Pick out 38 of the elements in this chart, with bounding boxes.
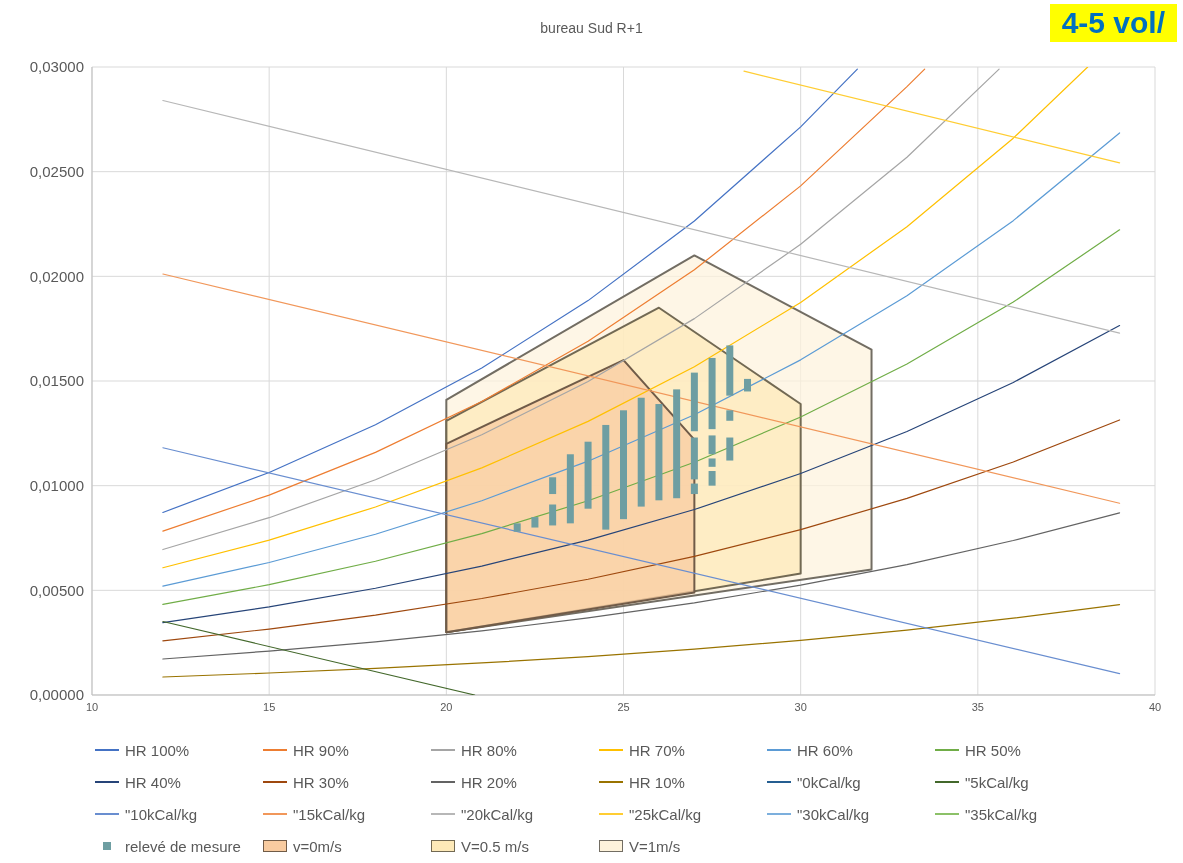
legend-label: HR 70% xyxy=(629,741,685,759)
legend-label: "5kCal/kg xyxy=(965,773,1029,791)
x-tick-label: 10 xyxy=(85,700,99,713)
legend-label: HR 40% xyxy=(125,773,181,791)
legend-label: "0kCal/kg xyxy=(797,773,861,791)
x-tick-label: 30 xyxy=(794,700,807,713)
x-tick-label: 20 xyxy=(440,700,453,713)
legend-label: HR 100% xyxy=(125,741,190,759)
y-tick-label: 0,01000 xyxy=(29,476,84,494)
legend-label: HR 60% xyxy=(797,741,853,759)
x-tick-label: 15 xyxy=(263,700,276,713)
legend-label: HR 80% xyxy=(461,741,517,759)
legend-label: HR 30% xyxy=(293,773,349,791)
x-tick-label: 25 xyxy=(617,700,630,713)
legend-label: "10kCal/kg xyxy=(125,805,198,823)
y-tick-label: 0,02000 xyxy=(29,267,84,285)
legend-label: "30kCal/kg xyxy=(797,805,870,823)
x-tick-label: 40 xyxy=(1148,700,1162,713)
chart-title: bureau Sud R+1 xyxy=(540,20,643,36)
legend-label: "15kCal/kg xyxy=(293,805,366,823)
legend-label: v=0m/s xyxy=(293,837,342,855)
y-tick-label: 0,00000 xyxy=(29,686,84,704)
y-tick-label: 0,00500 xyxy=(29,581,84,599)
legend-label: V=0.5 m/s xyxy=(461,837,529,855)
x-tick-label: 35 xyxy=(971,700,984,713)
y-tick-label: 0,03000 xyxy=(29,58,84,76)
legend-label: V=1m/s xyxy=(629,837,681,855)
y-tick-label: 0,02500 xyxy=(29,162,84,180)
text: 4-5 vol/ xyxy=(1049,4,1177,42)
y-tick-label: 0,01500 xyxy=(29,372,84,390)
legend-label: "20kCal/kg xyxy=(461,805,534,823)
legend-label: HR 50% xyxy=(965,741,1021,759)
legend-label: HR 10% xyxy=(629,773,685,791)
legend-label: HR 20% xyxy=(461,773,517,791)
legend-label: relevé de mesure xyxy=(125,837,241,855)
legend-label: "25kCal/kg xyxy=(629,805,702,823)
legend-label: HR 90% xyxy=(293,741,349,759)
legend-label: "35kCal/kg xyxy=(965,805,1038,823)
